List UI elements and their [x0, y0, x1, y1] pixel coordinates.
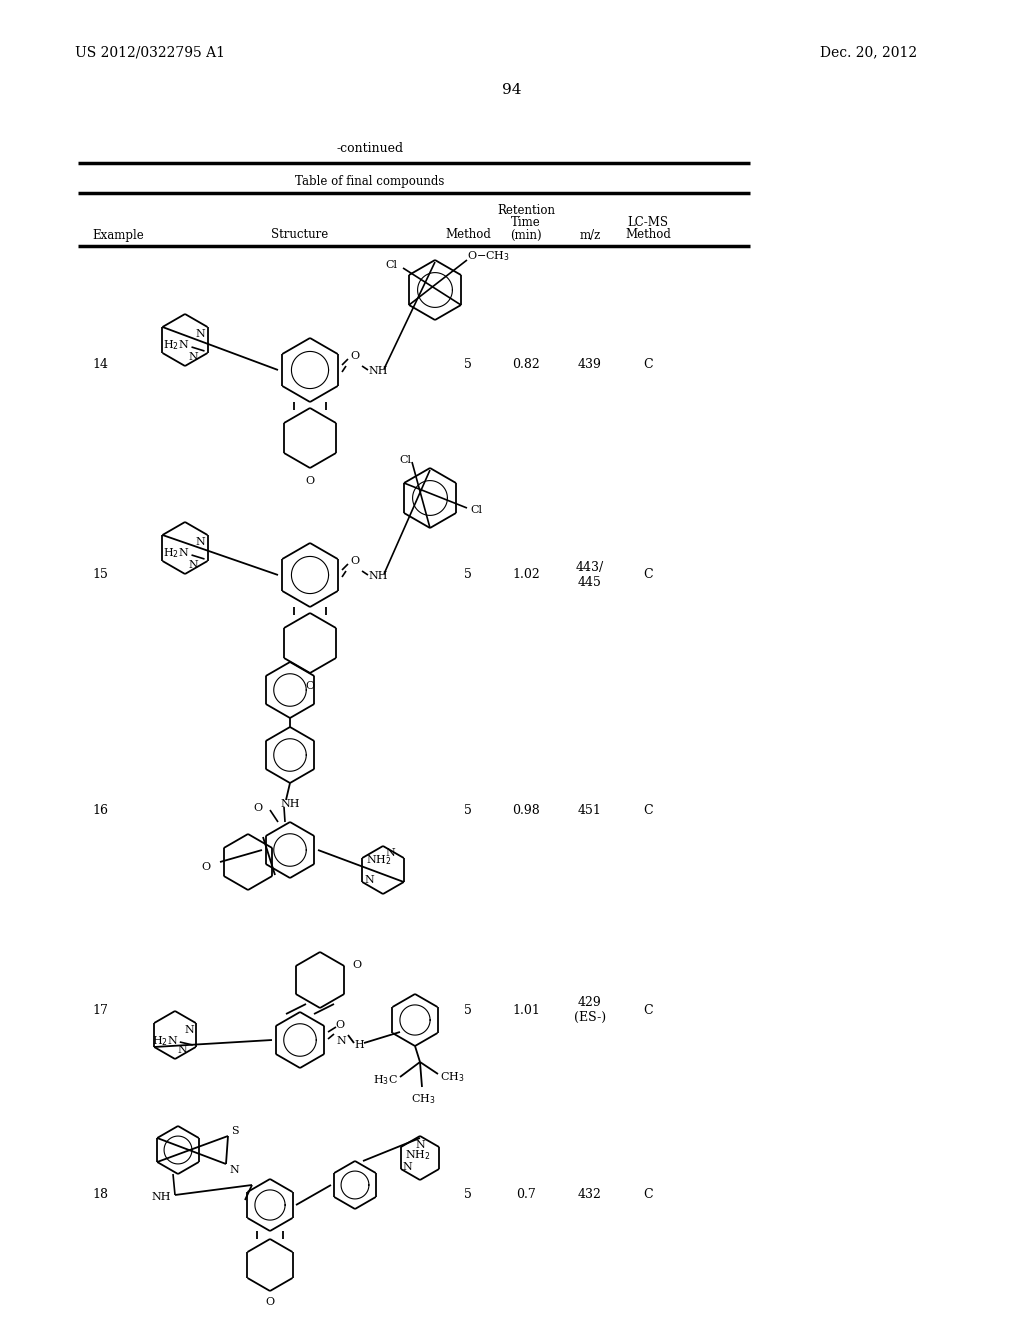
Text: 429
(ES-): 429 (ES-) [573, 997, 606, 1024]
Text: CH$_3$: CH$_3$ [440, 1071, 465, 1084]
Text: C: C [643, 1188, 653, 1201]
Text: N: N [229, 1166, 239, 1175]
Text: N: N [188, 560, 198, 570]
Text: Method: Method [625, 228, 671, 242]
Text: O: O [253, 803, 262, 813]
Text: N: N [415, 1140, 425, 1150]
Text: H$_2$N: H$_2$N [163, 338, 189, 352]
Text: Method: Method [445, 228, 490, 242]
Text: 0.82: 0.82 [512, 359, 540, 371]
Text: 0.7: 0.7 [516, 1188, 536, 1201]
Text: 14: 14 [92, 359, 108, 371]
Text: Time: Time [511, 215, 541, 228]
Text: Structure: Structure [271, 228, 329, 242]
Text: N: N [336, 1036, 346, 1045]
Text: N: N [403, 1162, 413, 1172]
Text: C: C [643, 569, 653, 582]
Text: 17: 17 [92, 1003, 108, 1016]
Text: 443/
445: 443/ 445 [575, 561, 604, 589]
Text: NH: NH [280, 799, 299, 809]
Text: C: C [643, 359, 653, 371]
Text: Table of final compounds: Table of final compounds [295, 174, 444, 187]
Text: O: O [352, 960, 361, 970]
Text: 16: 16 [92, 804, 108, 817]
Text: US 2012/0322795 A1: US 2012/0322795 A1 [75, 45, 225, 59]
Text: 451: 451 [579, 804, 602, 817]
Text: LC-MS: LC-MS [628, 215, 669, 228]
Text: H$_2$N: H$_2$N [152, 1034, 178, 1048]
Text: Example: Example [92, 228, 143, 242]
Text: 5: 5 [464, 1188, 472, 1201]
Text: Cl: Cl [385, 260, 397, 271]
Text: H$_2$N: H$_2$N [163, 546, 189, 560]
Text: (min): (min) [510, 228, 542, 242]
Text: C: C [643, 804, 653, 817]
Text: NH: NH [368, 366, 387, 376]
Text: 15: 15 [92, 569, 108, 582]
Text: -continued: -continued [337, 141, 403, 154]
Text: N: N [188, 352, 198, 362]
Text: CH$_3$: CH$_3$ [411, 1092, 435, 1106]
Text: O: O [335, 1020, 344, 1030]
Text: 94: 94 [502, 83, 522, 96]
Text: C: C [643, 1003, 653, 1016]
Text: 18: 18 [92, 1188, 108, 1201]
Text: 439: 439 [579, 359, 602, 371]
Text: 1.01: 1.01 [512, 1003, 540, 1016]
Text: O: O [305, 681, 314, 690]
Text: Retention: Retention [497, 203, 555, 216]
Text: H$_3$C: H$_3$C [373, 1073, 398, 1086]
Text: Dec. 20, 2012: Dec. 20, 2012 [820, 45, 918, 59]
Text: 0.98: 0.98 [512, 804, 540, 817]
Text: H: H [354, 1040, 364, 1049]
Text: 1.02: 1.02 [512, 569, 540, 582]
Text: O: O [350, 351, 359, 360]
Text: S: S [231, 1126, 239, 1137]
Text: m/z: m/z [580, 228, 601, 242]
Text: NH$_2$: NH$_2$ [404, 1148, 431, 1162]
Text: N: N [184, 1026, 194, 1035]
Text: N: N [385, 847, 394, 858]
Text: 5: 5 [464, 359, 472, 371]
Text: Cl: Cl [470, 506, 482, 515]
Text: N: N [196, 329, 206, 339]
Text: N: N [196, 537, 206, 546]
Text: O: O [305, 477, 314, 486]
Text: NH$_2$: NH$_2$ [367, 853, 392, 867]
Text: N: N [365, 875, 374, 884]
Text: O: O [201, 862, 210, 873]
Text: 5: 5 [464, 569, 472, 582]
Text: N: N [177, 1045, 186, 1055]
Text: Cl: Cl [399, 455, 411, 465]
Text: NH: NH [368, 572, 387, 581]
Text: NH: NH [152, 1192, 171, 1203]
Text: O$-$CH$_3$: O$-$CH$_3$ [467, 249, 510, 263]
Text: 5: 5 [464, 804, 472, 817]
Text: O: O [265, 1298, 274, 1307]
Text: 432: 432 [579, 1188, 602, 1201]
Text: 5: 5 [464, 1003, 472, 1016]
Text: O: O [350, 556, 359, 566]
